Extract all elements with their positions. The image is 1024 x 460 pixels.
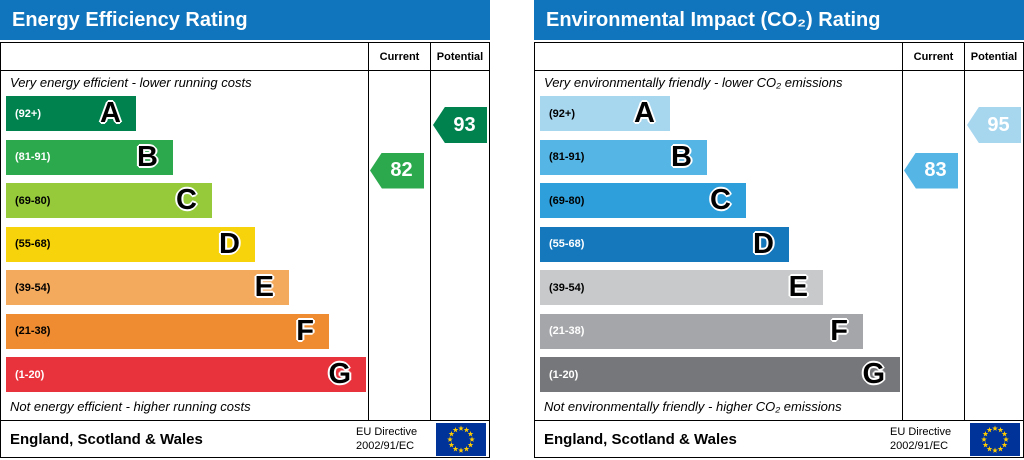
band-bar: (55-68) D bbox=[6, 226, 255, 262]
column-divider-current bbox=[368, 42, 369, 420]
potential-column-header: Potential bbox=[970, 50, 1018, 63]
chart-title: Energy Efficiency Rating bbox=[12, 8, 248, 31]
eu-directive-text: EU Directive 2002/91/EC bbox=[890, 425, 951, 453]
eu-directive-line2: 2002/91/EC bbox=[356, 440, 415, 452]
potential-column-header: Potential bbox=[436, 50, 484, 63]
band-letter: F bbox=[830, 314, 848, 347]
footer-divider bbox=[534, 420, 1024, 421]
band-letter: B bbox=[137, 140, 158, 173]
column-divider-current bbox=[902, 42, 903, 420]
footer-region-label: England, Scotland & Wales bbox=[544, 430, 737, 448]
band-bar: (1-20) G bbox=[6, 357, 366, 392]
band-letter: D bbox=[219, 227, 240, 260]
band-bar: (81-91) B bbox=[540, 139, 707, 175]
header-row-divider bbox=[534, 70, 1024, 71]
potential-rating-value: 93 bbox=[453, 113, 476, 136]
band-letter: G bbox=[328, 358, 351, 390]
potential-rating-arrow: 95 bbox=[967, 107, 1021, 143]
chart-header: Environmental Impact (CO₂) Rating bbox=[534, 0, 1024, 40]
bands: (92+) A (81-91) B (69-80) C (55-68) D (39-54) E (2… bbox=[0, 0, 490, 460]
eu-directive-line1: EU Directive bbox=[890, 426, 952, 438]
band-bar: (21-38) F bbox=[6, 313, 329, 349]
band-letter: D bbox=[753, 227, 774, 260]
band-range-label: (21-38) bbox=[15, 325, 51, 337]
column-divider-potential bbox=[430, 42, 431, 420]
eu-directive-text: EU Directive 2002/91/EC bbox=[356, 425, 417, 453]
band-range-label: (92+) bbox=[15, 107, 41, 120]
band-bar: (92+) A bbox=[6, 96, 136, 131]
eu-directive-line1: EU Directive bbox=[356, 426, 418, 438]
band-bar: (39-54) E bbox=[540, 270, 823, 305]
current-column-header: Current bbox=[379, 50, 420, 63]
band-range-label: (55-68) bbox=[15, 238, 51, 250]
band-bar: (92+) A bbox=[540, 96, 670, 131]
top-caption: Very environmentally friendly - lower CO… bbox=[544, 75, 843, 90]
band-letter: A bbox=[100, 97, 121, 129]
potential-rating-value: 95 bbox=[987, 113, 1010, 136]
band-range-label: (39-54) bbox=[549, 281, 585, 294]
bottom-caption: Not environmentally friendly - higher CO… bbox=[544, 399, 842, 414]
band-range-label: (1-20) bbox=[549, 368, 579, 381]
chart-title: Environmental Impact (CO₂) Rating bbox=[546, 8, 881, 31]
top-caption: Very energy efficient - lower running co… bbox=[10, 75, 252, 90]
band-letter: G bbox=[862, 358, 885, 390]
band-bar: (69-80) C bbox=[540, 183, 746, 218]
band-range-label: (39-54) bbox=[15, 281, 51, 294]
band-letter: B bbox=[671, 140, 692, 173]
header-row-divider bbox=[0, 70, 490, 71]
band-letter: A bbox=[634, 97, 655, 129]
band-range-label: (81-91) bbox=[549, 151, 585, 163]
band-range-label: (81-91) bbox=[15, 151, 51, 163]
chart-header: Energy Efficiency Rating bbox=[0, 0, 490, 40]
band-bar: (39-54) E bbox=[6, 270, 289, 305]
current-rating-arrow: 83 bbox=[904, 152, 958, 189]
band-letter: F bbox=[296, 314, 314, 347]
band-letter: E bbox=[254, 271, 274, 303]
epc-chart-panel-energy: Energy Efficiency Rating Current Potenti… bbox=[0, 0, 490, 460]
band-letter: C bbox=[176, 184, 197, 216]
band-range-label: (1-20) bbox=[15, 368, 45, 381]
band-range-label: (92+) bbox=[549, 107, 575, 120]
band-range-label: (69-80) bbox=[549, 194, 585, 207]
current-column-header: Current bbox=[913, 50, 954, 63]
column-divider-potential bbox=[964, 42, 965, 420]
current-rating-value: 83 bbox=[924, 159, 947, 181]
band-range-label: (21-38) bbox=[549, 325, 585, 337]
current-rating-value: 82 bbox=[390, 159, 413, 181]
footer-region-label: England, Scotland & Wales bbox=[10, 430, 203, 448]
band-bar: (1-20) G bbox=[540, 357, 900, 392]
potential-rating-arrow: 93 bbox=[433, 107, 487, 143]
band-letter: C bbox=[710, 184, 731, 216]
eu-flag-icon bbox=[436, 423, 486, 456]
epc-chart-panel-environmental: Environmental Impact (CO₂) Rating Curren… bbox=[534, 0, 1024, 460]
band-bar: (81-91) B bbox=[6, 139, 173, 175]
band-range-label: (55-68) bbox=[549, 238, 585, 250]
eu-flag-icon bbox=[970, 423, 1020, 456]
band-range-label: (69-80) bbox=[15, 194, 51, 207]
band-letter: E bbox=[788, 271, 808, 303]
eu-directive-line2: 2002/91/EC bbox=[890, 440, 949, 452]
current-rating-arrow: 82 bbox=[370, 152, 424, 189]
bottom-caption: Not energy efficient - higher running co… bbox=[10, 399, 251, 414]
band-bar: (21-38) F bbox=[540, 313, 863, 349]
bands: (92+) A (81-91) B (69-80) C (55-68) D (39-54) E (2… bbox=[534, 0, 1024, 460]
band-bar: (69-80) C bbox=[6, 183, 212, 218]
band-bar: (55-68) D bbox=[540, 226, 789, 262]
footer-divider bbox=[0, 420, 490, 421]
